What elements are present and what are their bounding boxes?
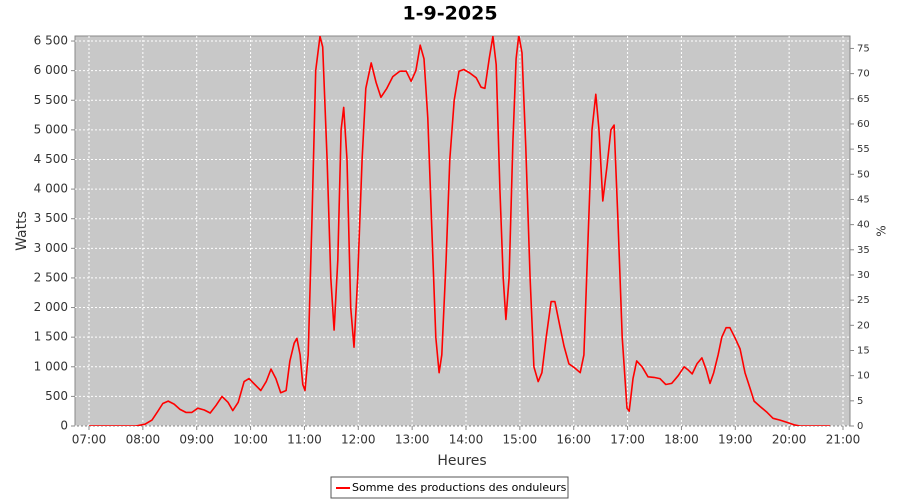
x-tick-label: 09:00	[179, 433, 214, 447]
y-tick-label: 4 000	[34, 182, 68, 196]
x-tick-label: 07:00	[72, 433, 107, 447]
y-tick-label: 2 000	[34, 300, 68, 314]
x-tick-label: 10:00	[233, 433, 268, 447]
y2-tick-label: 20	[857, 320, 870, 331]
legend-box	[330, 476, 569, 499]
y-tick-label: 6 500	[34, 34, 68, 48]
y2-tick-label: 65	[857, 94, 870, 105]
y-tick-label: 1 500	[34, 330, 68, 344]
y2-tick-label: 55	[857, 144, 870, 155]
y2-tick-label: 75	[857, 43, 870, 54]
y-tick-label: 6 000	[34, 63, 68, 77]
chart-title: 1-9-2025	[402, 3, 497, 25]
y-tick-label: 5 500	[34, 93, 68, 107]
data-line	[89, 36, 831, 426]
x-tick-label: 19:00	[718, 433, 753, 447]
y2-tick-label: 0	[857, 421, 863, 432]
y2-tick-label: 35	[857, 245, 870, 256]
y-tick-label: 1 000	[34, 359, 68, 373]
x-tick-label: 21:00	[826, 433, 861, 447]
x-tick-label: 11:00	[287, 433, 322, 447]
y2-tick-label: 40	[857, 220, 870, 231]
x-tick-label: 12:00	[341, 433, 376, 447]
y-tick-label: 4 500	[34, 152, 68, 166]
y-tick-label: 2 500	[34, 270, 68, 284]
y-tick-label: 3 000	[34, 241, 68, 255]
y-axis-label: Watts	[14, 211, 30, 251]
plot-area	[74, 35, 851, 427]
x-tick-label: 14:00	[449, 433, 484, 447]
y2-tick-label: 60	[857, 119, 870, 130]
legend: Somme des productions des onduleurs	[330, 476, 569, 499]
y-tick-label: 5 000	[34, 122, 68, 136]
x-tick-label: 17:00	[610, 433, 645, 447]
x-tick-label: 13:00	[395, 433, 430, 447]
y2-tick-label: 45	[857, 194, 870, 205]
y2-axis-label: %	[875, 225, 889, 236]
y-tick-label: 3 500	[34, 211, 68, 225]
y2-tick-label: 25	[857, 295, 870, 306]
y2-tick-label: 50	[857, 169, 870, 180]
legend-label: Somme des productions des onduleurs	[352, 481, 567, 494]
y2-tick-label: 70	[857, 69, 870, 80]
x-tick-label: 08:00	[126, 433, 161, 447]
y2-tick-label: 15	[857, 345, 870, 356]
x-tick-label: 15:00	[503, 433, 538, 447]
y2-tick-label: 5	[857, 396, 863, 407]
y-tick-label: 500	[45, 389, 68, 403]
y-tick-label: 0	[60, 419, 68, 433]
y2-tick-label: 10	[857, 371, 870, 382]
y2-tick-label: 30	[857, 270, 870, 281]
x-axis-label: Heures	[437, 453, 486, 469]
x-tick-label: 16:00	[556, 433, 591, 447]
x-tick-label: 20:00	[772, 433, 807, 447]
x-tick-label: 18:00	[664, 433, 699, 447]
